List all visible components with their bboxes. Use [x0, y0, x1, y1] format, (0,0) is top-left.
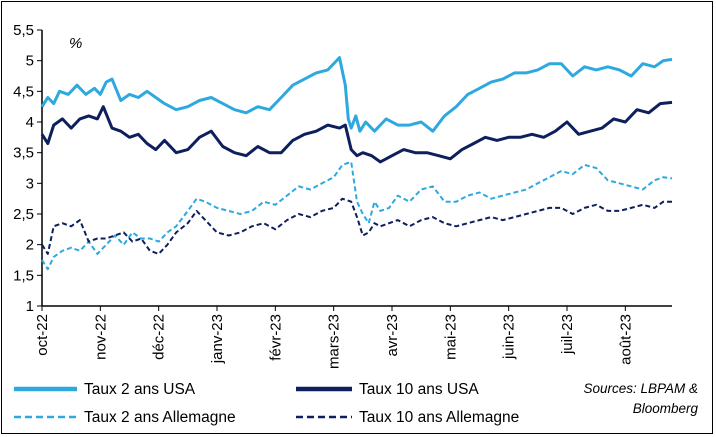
y-tick-label: 1	[26, 298, 34, 315]
legend-item-10y-usa: Taux 10 ans USA	[296, 381, 479, 398]
series-lines	[40, 56, 673, 271]
x-ticks: oct-22 nov-22 déc-22 janv-23 févr-23 mars-23 a…	[34, 306, 634, 369]
x-tick-label: nov-22	[92, 314, 109, 360]
source-line-1: Sources: LBPAM &	[583, 381, 698, 396]
legend-item-2y-germany: Taux 2 ans Allemagne	[14, 409, 236, 426]
source-line-2: Bloomberg	[633, 401, 699, 416]
x-tick-label: juil-23	[559, 314, 576, 355]
x-tick-label: avr-23	[384, 314, 401, 357]
x-tick-label: févr-23	[267, 314, 284, 361]
x-tick-label: mai-23	[442, 314, 459, 360]
legend-label-2y-germany: Taux 2 ans Allemagne	[84, 409, 236, 426]
y-ticks: 1 1,5 2 2,5 3 3,5 4 4,5 5 5,5	[13, 22, 42, 315]
x-tick-label: mars-23	[326, 314, 343, 369]
x-tick-label: déc-22	[151, 314, 168, 360]
y-tick-label: 3,5	[13, 145, 34, 162]
y-tick-label: 1,5	[13, 267, 34, 284]
legend-label-10y-germany: Taux 10 ans Allemagne	[359, 409, 519, 426]
series-line-taux-10-ans-allemagne	[41, 197, 672, 255]
source-note: Sources: LBPAM & Bloomberg	[583, 381, 698, 416]
legend: Taux 2 ans USA Taux 10 ans USA Taux 2 an…	[14, 381, 519, 426]
x-tick-label: juin-23	[501, 314, 518, 360]
x-tick-label: oct-22	[34, 314, 51, 356]
series-line-taux-2-ans-allemagne	[41, 160, 673, 271]
legend-label-10y-usa: Taux 10 ans USA	[359, 381, 479, 398]
y-tick-label: 2,5	[13, 206, 34, 223]
y-tick-label: 5	[26, 53, 34, 70]
legend-label-2y-usa: Taux 2 ans USA	[84, 381, 196, 398]
x-tick-label: août-23	[617, 314, 634, 365]
y-tick-label: 3	[26, 175, 34, 192]
series-line-taux-2-ans-usa	[40, 56, 673, 133]
series-line-taux-10-ans-usa	[40, 100, 673, 164]
legend-item-2y-usa: Taux 2 ans USA	[14, 381, 196, 398]
unit-label: %	[69, 35, 82, 52]
y-tick-label: 2	[26, 237, 34, 254]
y-tick-label: 5,5	[13, 22, 34, 39]
y-tick-label: 4,5	[13, 83, 34, 100]
legend-item-10y-germany: Taux 10 ans Allemagne	[296, 409, 519, 426]
x-tick-label: janv-23	[209, 314, 226, 364]
y-tick-label: 4	[26, 114, 34, 131]
